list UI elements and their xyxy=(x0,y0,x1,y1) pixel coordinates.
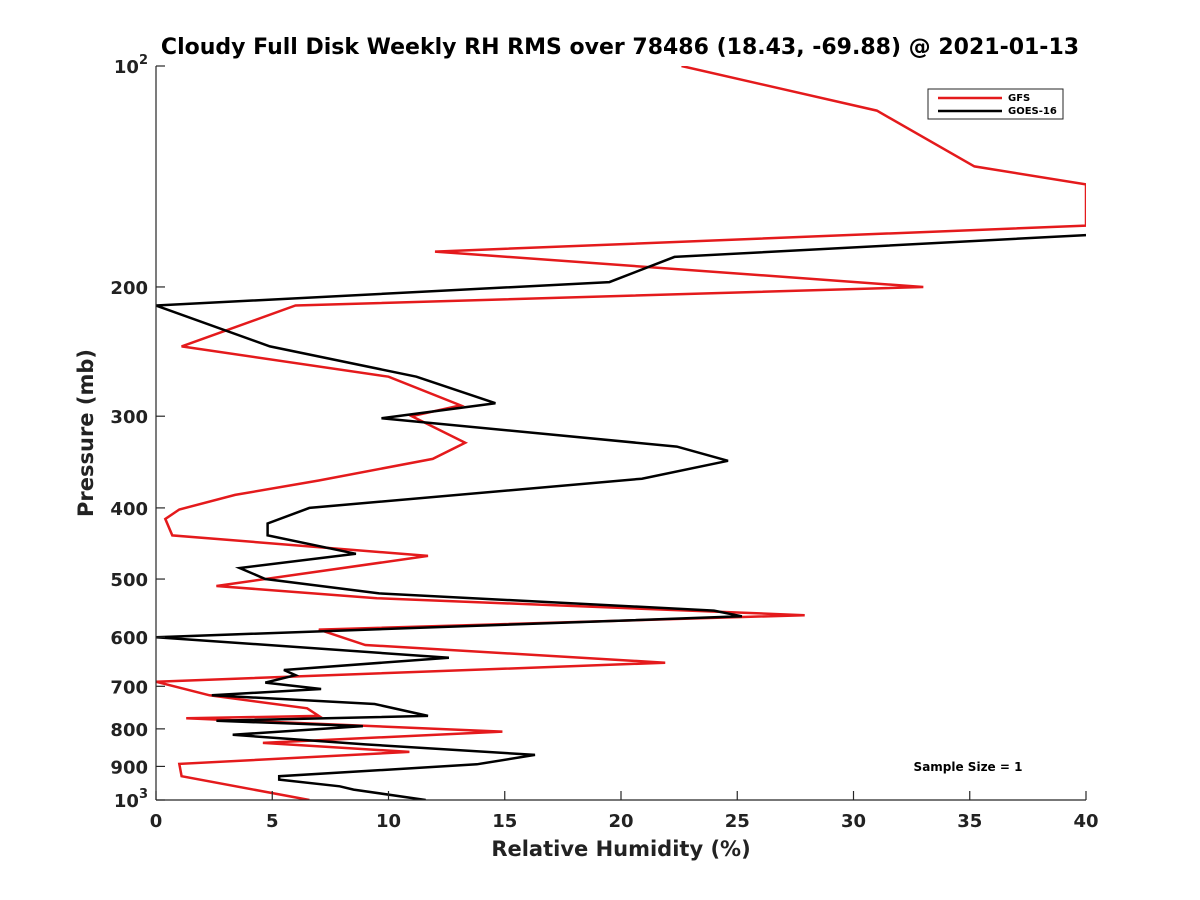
y-tick-label-300: 300 xyxy=(110,407,148,428)
legend: GFS GOES-16 xyxy=(927,88,1064,120)
series-line-goes-16 xyxy=(156,233,1086,800)
y-tick-label-500: 500 xyxy=(110,570,148,591)
x-tick-label-10: 10 xyxy=(376,811,401,832)
y-tick-label-100: 102 xyxy=(114,53,148,78)
x-axis-label: Relative Humidity (%) xyxy=(491,837,750,861)
series-layer xyxy=(156,66,1086,800)
chart-title: Cloudy Full Disk Weekly RH RMS over 7848… xyxy=(161,35,1079,60)
y-tick-label-600: 600 xyxy=(110,628,148,649)
y-tick-label-700: 700 xyxy=(110,677,148,698)
series-line-gfs xyxy=(156,66,1086,800)
x-tick-label-35: 35 xyxy=(957,811,982,832)
x-tick-label-5: 5 xyxy=(266,811,279,832)
x-tick-label-20: 20 xyxy=(608,811,633,832)
plot-area: 0 5 10 15 20 25 30 35 40 102 200 300 400 500 600 700 80… xyxy=(110,53,1098,832)
x-ticks: 0 5 10 15 20 25 30 35 40 xyxy=(150,791,1099,832)
x-tick-label-25: 25 xyxy=(725,811,750,832)
y-tick-label-1000: 103 xyxy=(114,787,148,812)
y-tick-label-400: 400 xyxy=(110,499,148,520)
legend-label-gfs: GFS xyxy=(1008,93,1030,104)
x-tick-label-0: 0 xyxy=(150,811,163,832)
legend-box xyxy=(927,88,1064,120)
legend-label-goes-16: GOES-16 xyxy=(1008,106,1057,117)
y-tick-label-900: 900 xyxy=(110,757,148,778)
x-tick-label-40: 40 xyxy=(1073,811,1098,832)
sample-size-annotation: Sample Size = 1 xyxy=(914,760,1023,774)
y-ticks: 102 200 300 400 500 600 700 800 900 103 xyxy=(110,53,165,812)
y-axis-label: Pressure (mb) xyxy=(74,349,98,517)
x-tick-label-15: 15 xyxy=(492,811,517,832)
y-tick-label-200: 200 xyxy=(110,278,148,299)
y-tick-label-800: 800 xyxy=(110,720,148,741)
x-tick-label-30: 30 xyxy=(841,811,866,832)
